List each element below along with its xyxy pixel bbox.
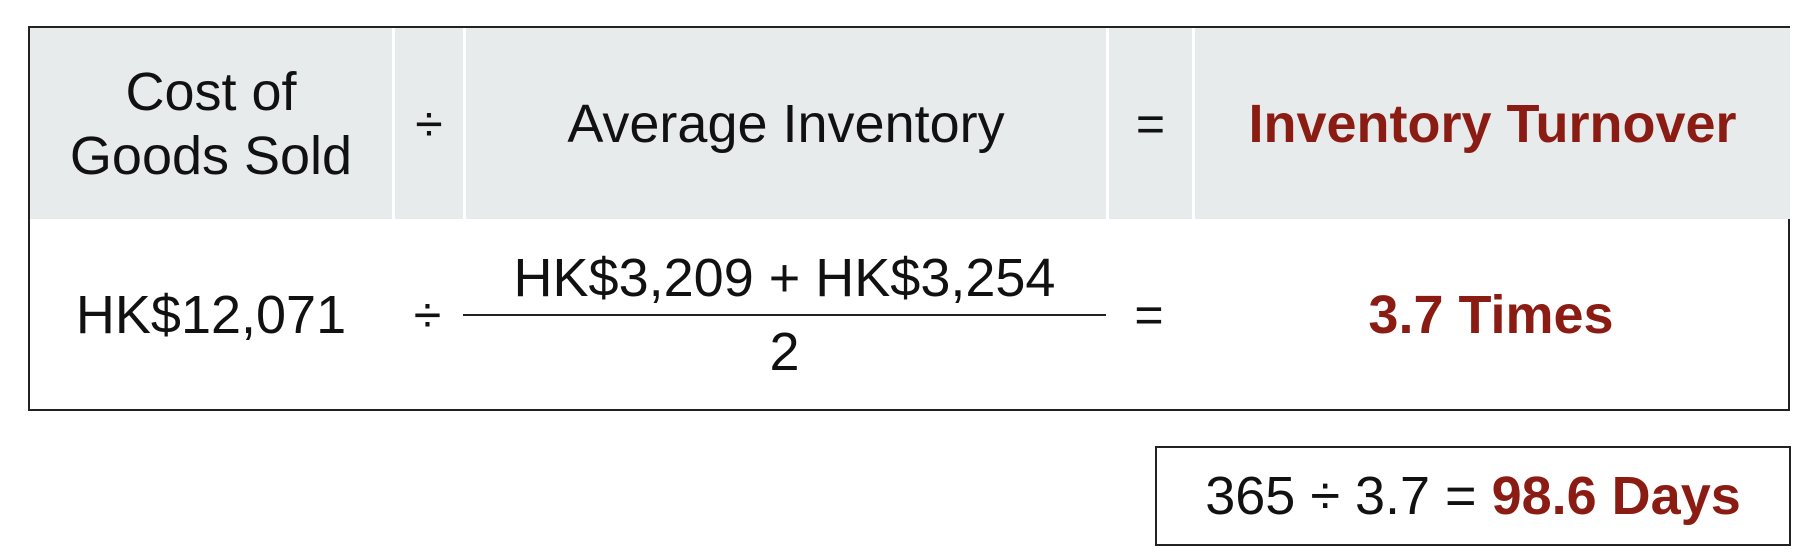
header-average-inventory: Average Inventory <box>567 92 1004 156</box>
days-calculation-result: 98.6 Days <box>1492 465 1741 527</box>
header-divide-cell: ÷ <box>392 28 463 219</box>
value-average-inventory-cell: HK$3,209 + HK$3,254 2 <box>463 219 1106 410</box>
average-inventory-fraction: HK$3,209 + HK$3,254 2 <box>463 246 1106 384</box>
days-calculation-box: 365 ÷ 3.7 = 98.6 Days <box>1155 446 1791 546</box>
value-inventory-turnover: 3.7 Times <box>1368 283 1613 347</box>
value-divide-symbol: ÷ <box>414 286 441 344</box>
fraction-denominator: 2 <box>769 320 799 384</box>
value-inventory-turnover-cell: 3.7 Times <box>1192 219 1790 410</box>
fraction-numerator: HK$3,209 + HK$3,254 <box>514 246 1056 310</box>
header-inventory-turnover: Inventory Turnover <box>1248 92 1736 156</box>
value-cost-of-goods-sold: HK$12,071 <box>76 283 346 347</box>
value-equals-cell: = <box>1106 219 1192 410</box>
header-equals-symbol: = <box>1136 95 1165 153</box>
value-cost-of-goods-sold-cell: HK$12,071 <box>30 219 392 410</box>
header-divide-symbol: ÷ <box>415 95 442 153</box>
inventory-turnover-formula-table: Cost of Goods Sold ÷ Average Inventory =… <box>28 26 1790 411</box>
header-cost-of-goods-sold-cell: Cost of Goods Sold <box>30 28 392 219</box>
header-cost-of-goods-sold: Cost of Goods Sold <box>70 60 352 188</box>
header-equals-cell: = <box>1106 28 1192 219</box>
formula-header-row: Cost of Goods Sold ÷ Average Inventory =… <box>30 28 1788 219</box>
days-calculation-expression: 365 ÷ 3.7 = <box>1205 465 1491 527</box>
value-divide-cell: ÷ <box>392 219 463 410</box>
header-cost-of-goods-sold-line2: Goods Sold <box>70 124 352 188</box>
header-cost-of-goods-sold-line1: Cost of <box>70 60 352 124</box>
value-equals-symbol: = <box>1134 286 1163 344</box>
fraction-bar <box>463 314 1106 316</box>
formula-values-row: HK$12,071 ÷ HK$3,209 + HK$3,254 2 = 3.7 … <box>30 219 1788 410</box>
header-average-inventory-cell: Average Inventory <box>463 28 1106 219</box>
header-inventory-turnover-cell: Inventory Turnover <box>1192 28 1790 219</box>
